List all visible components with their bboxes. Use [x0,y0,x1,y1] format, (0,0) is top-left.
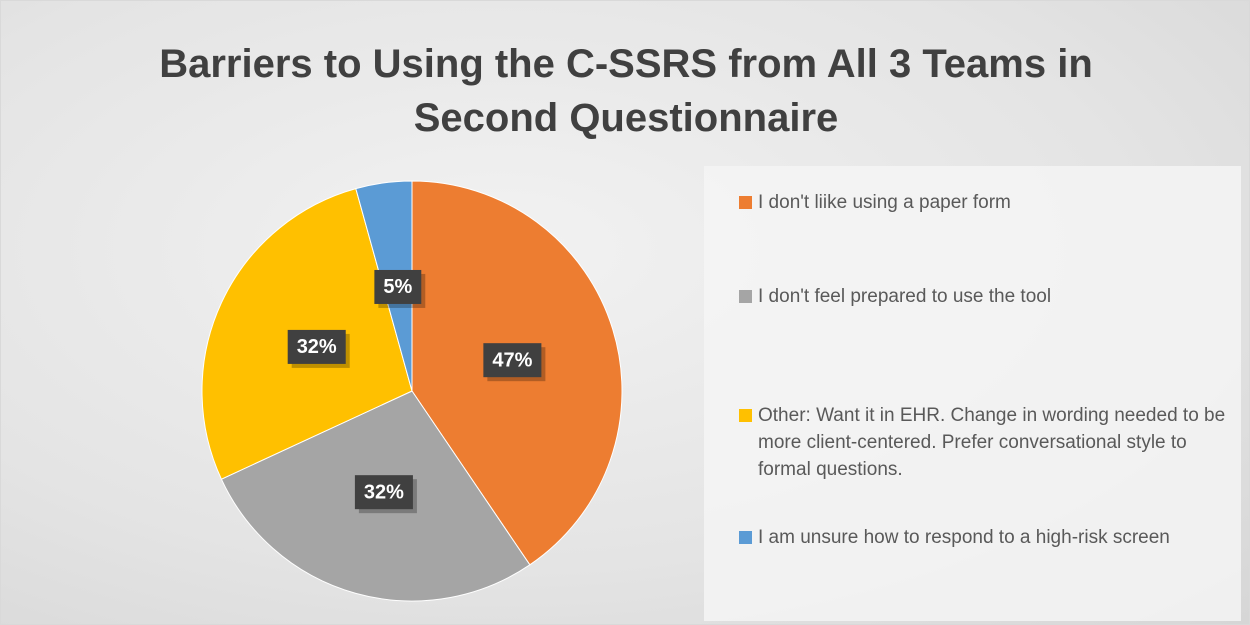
legend-label: I am unsure how to respond to a high-ris… [758,527,1170,548]
data-label-box [374,269,422,304]
chart-title: Barriers to Using the C-SSRS from All 3 … [159,42,1093,140]
legend-item: I don't feel prepared to use the tool [739,283,1238,310]
data-label-box [483,343,542,378]
legend-label: I don't feel prepared to use the tool [758,286,1052,307]
legend-swatch [739,196,752,209]
data-label: 5% [374,269,426,308]
legend-swatch [739,290,752,303]
data-label: 32% [287,329,350,368]
legend-swatch [739,531,752,544]
legend-label: I don't liike using a paper form [758,192,1011,213]
data-label-text: 5% [383,276,412,298]
legend-swatch [739,409,752,422]
legend-label: Other: Want it in EHR. Change in wording… [758,405,1226,480]
legend-item: I am unsure how to respond to a high-ris… [739,524,1238,551]
data-label-text: 32% [364,481,404,503]
data-label: 32% [354,475,417,514]
data-label-text: 32% [297,336,337,358]
legend-item: I don't liike using a paper form [739,189,1238,216]
pie-area: 47% 32% 32% 5% [201,180,623,602]
legend: I don't liike using a paper form I don't … [704,166,1241,621]
data-label: 47% [483,343,546,382]
data-label-box [287,329,346,364]
data-label-box [354,475,413,510]
legend-item: Other: Want it in EHR. Change in wording… [739,402,1238,483]
data-label-text: 47% [492,349,532,371]
